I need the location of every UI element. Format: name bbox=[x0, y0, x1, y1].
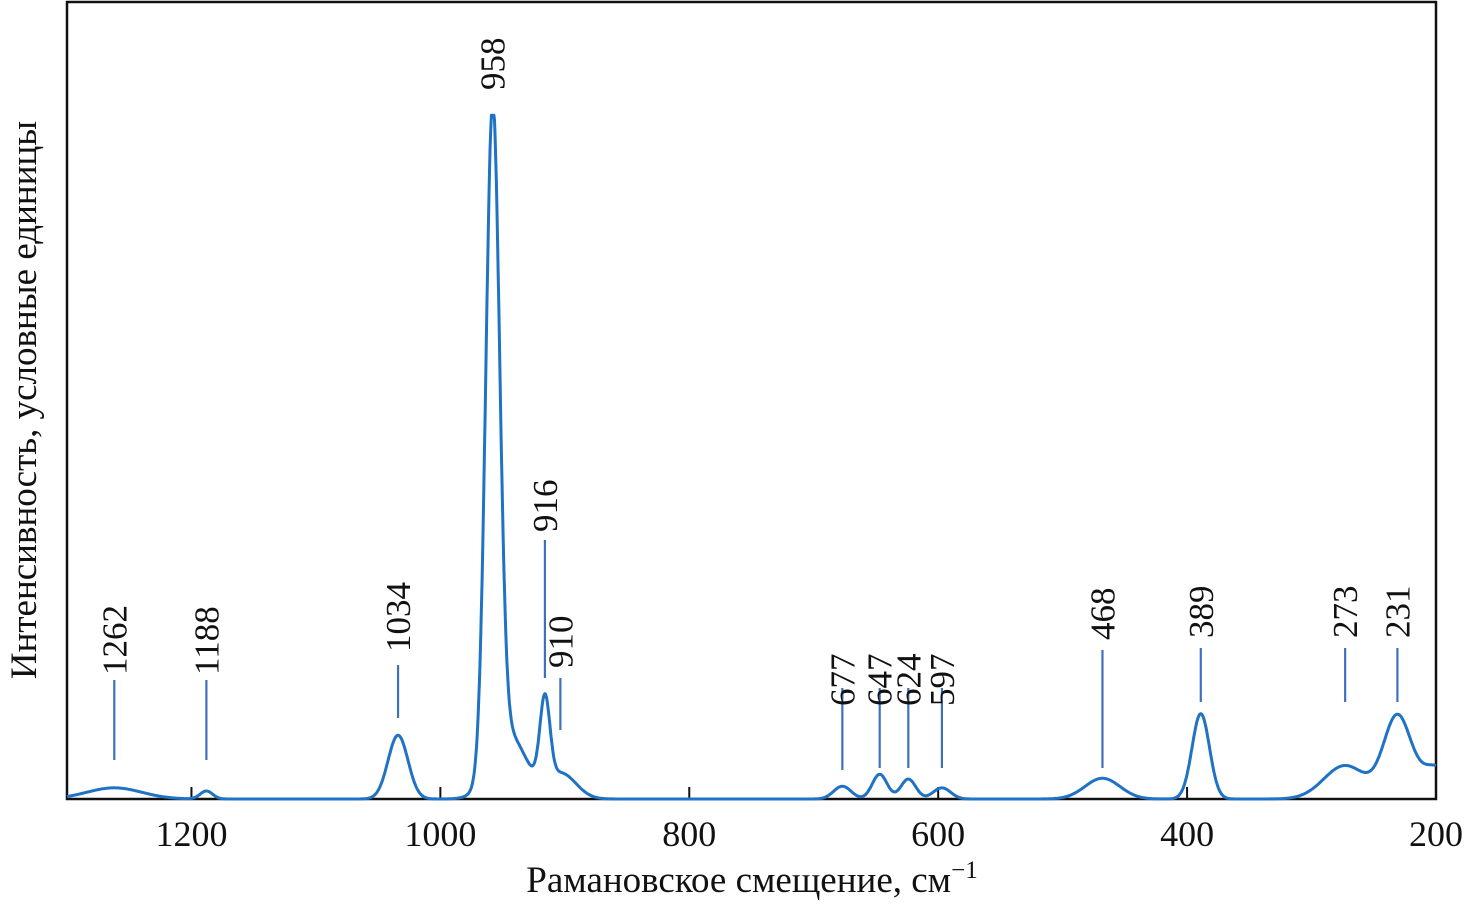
peak-label: 910 bbox=[541, 616, 580, 669]
x-tick-label: 400 bbox=[1160, 814, 1214, 854]
peak-label: 273 bbox=[1326, 586, 1365, 639]
peak-label: 916 bbox=[526, 480, 565, 533]
x-tick-label: 1000 bbox=[404, 814, 476, 854]
peak-label: 624 bbox=[889, 654, 928, 707]
peak-label: 231 bbox=[1378, 586, 1417, 639]
spectrum-line bbox=[66, 113, 1437, 801]
peak-label: 1034 bbox=[379, 582, 418, 652]
x-axis-label-superscript: −1 bbox=[951, 857, 978, 884]
plot-frame bbox=[65, 0, 1438, 801]
peak-label: 958 bbox=[474, 38, 513, 91]
x-tick-label: 600 bbox=[911, 814, 965, 854]
peak-label: 677 bbox=[823, 654, 862, 707]
x-tick-label: 1200 bbox=[155, 814, 227, 854]
peak-label: 1188 bbox=[187, 606, 226, 675]
peak-label: 468 bbox=[1083, 588, 1122, 641]
peak-label: 647 bbox=[861, 654, 900, 707]
x-tick-label: 800 bbox=[662, 814, 716, 854]
x-axis-label: Рамановское смещение, см−1 bbox=[526, 857, 977, 901]
x-tick-label: 200 bbox=[1409, 814, 1463, 854]
peak-label: 389 bbox=[1182, 586, 1221, 639]
y-axis-label: Интенсивность, условные единицы bbox=[4, 121, 45, 679]
peak-label: 1262 bbox=[95, 605, 134, 675]
peak-label: 597 bbox=[923, 654, 962, 707]
